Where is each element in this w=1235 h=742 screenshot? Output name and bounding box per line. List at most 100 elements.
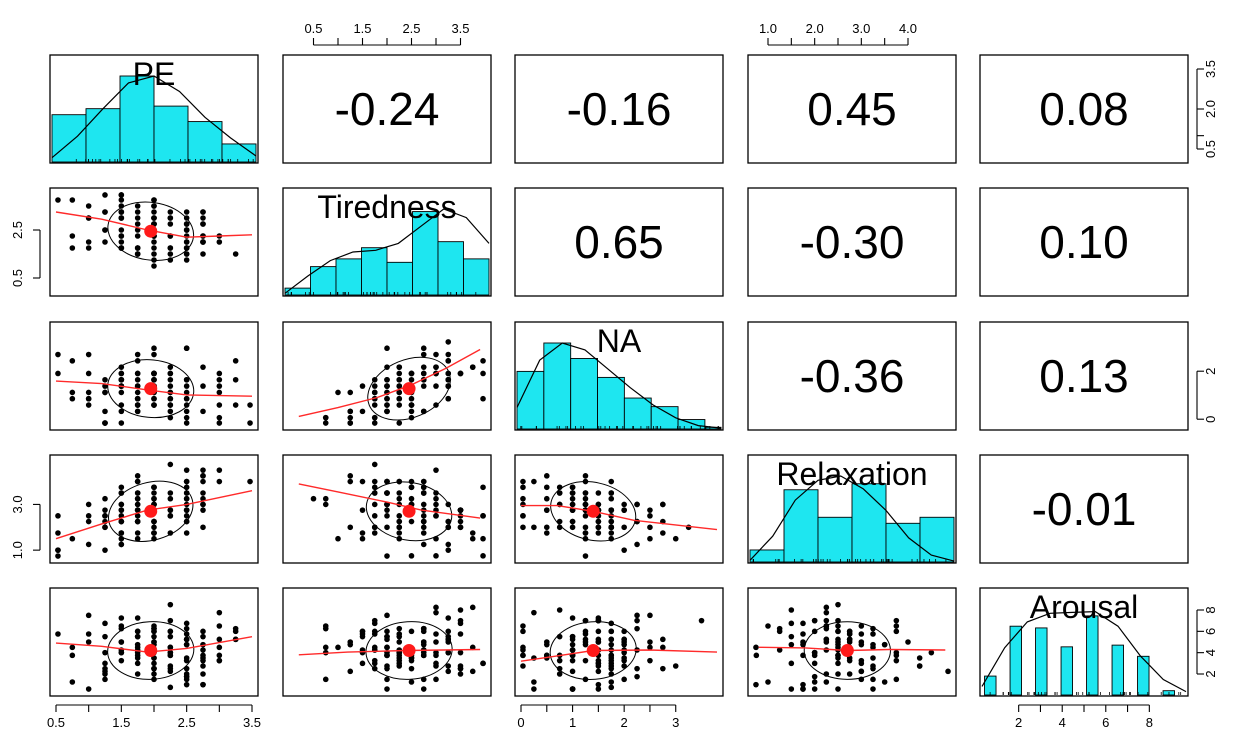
data-point [916, 663, 923, 669]
data-point [183, 620, 190, 627]
data-point [835, 652, 841, 659]
data-point [396, 633, 403, 640]
data-point [433, 553, 439, 559]
hist-bar [1086, 615, 1099, 696]
data-point [200, 671, 206, 677]
data-point [811, 660, 818, 667]
data-point [134, 513, 141, 519]
data-point [445, 639, 452, 645]
data-point [151, 209, 157, 215]
data-point [433, 649, 439, 656]
data-point [420, 518, 427, 525]
data-point [216, 376, 223, 383]
data-point [216, 609, 223, 616]
data-point [543, 524, 550, 531]
data-point [469, 535, 476, 542]
panel-frame-r3c4 [979, 454, 1189, 564]
data-point [118, 376, 125, 383]
data-point [647, 524, 653, 531]
data-point [134, 633, 141, 640]
data-point [371, 484, 378, 491]
data-point [800, 631, 806, 637]
panel-content: PE Tiredness NA Relaxation Arousal -0.24 -0.16… [51, 56, 1187, 696]
data-point [384, 507, 390, 513]
data-point [384, 345, 390, 352]
data-point [520, 647, 526, 653]
data-point [200, 478, 206, 485]
data-point [408, 553, 415, 559]
data-point [151, 251, 157, 257]
loess-line [298, 648, 481, 656]
tick-label: 0.5 [47, 715, 65, 730]
panel-frame-r1c2 [514, 187, 724, 297]
data-point [647, 535, 653, 542]
mean-point [144, 644, 158, 658]
data-point [85, 501, 92, 508]
data-point [595, 639, 602, 645]
data-point [384, 513, 390, 519]
data-point [118, 490, 125, 496]
data-point [151, 376, 157, 383]
data-point [469, 668, 476, 675]
data-point [151, 402, 157, 408]
data-point [151, 633, 157, 640]
data-point [928, 649, 935, 656]
data-point [608, 628, 615, 635]
data-point [445, 547, 452, 553]
data-point [408, 402, 415, 408]
right-axis-row2: 02 [1196, 368, 1218, 423]
data-point [608, 507, 615, 513]
data-point [151, 215, 157, 221]
data-point [200, 209, 206, 215]
data-point [800, 686, 806, 692]
panel-frame-r2c0 [49, 321, 259, 431]
data-point [384, 612, 390, 619]
data-point [151, 370, 157, 377]
data-point [469, 644, 476, 651]
panel-frame-r1c4 [979, 187, 1189, 297]
data-point [660, 665, 666, 672]
data-point [216, 239, 223, 245]
data-point [347, 414, 354, 421]
data-point [569, 641, 576, 648]
panel-frame-r3c2 [514, 454, 724, 564]
correlation-value: -0.24 [335, 83, 440, 135]
data-point [384, 644, 390, 651]
data-point [870, 686, 876, 692]
hist-bar [51, 114, 87, 163]
data-point [445, 351, 452, 358]
bottom-axis-col0: 0.5 1.5 2.5 3.5 [47, 704, 261, 730]
data-point [216, 370, 223, 377]
data-point [167, 495, 174, 502]
data-point [823, 617, 830, 624]
data-point [595, 663, 602, 669]
data-point [371, 513, 378, 519]
data-point [408, 518, 415, 525]
data-point [134, 251, 141, 257]
data-point [433, 609, 439, 616]
data-point [322, 414, 329, 421]
data-point [69, 245, 76, 251]
data-point [200, 655, 206, 661]
data-point [200, 473, 206, 479]
scatter-na-vs-pe [55, 345, 253, 426]
variable-name-tiredness: Tiredness [317, 189, 456, 225]
data-point [835, 628, 841, 635]
data-point [183, 655, 190, 661]
data-point [183, 467, 190, 473]
panel-frame-r0c0 [49, 54, 259, 164]
data-point [85, 239, 92, 245]
data-point [118, 530, 125, 536]
data-point [200, 215, 206, 221]
data-point [788, 641, 795, 648]
data-point [200, 524, 206, 531]
data-point [55, 351, 61, 358]
correlation-value: 0.65 [574, 216, 664, 268]
panel-frame-r4c0 [49, 587, 259, 697]
data-point [102, 620, 108, 627]
data-point [118, 389, 125, 396]
data-point [647, 657, 653, 664]
scatter-relaxation-vs-na [520, 473, 718, 559]
data-point [151, 490, 157, 496]
data-point [480, 535, 486, 542]
